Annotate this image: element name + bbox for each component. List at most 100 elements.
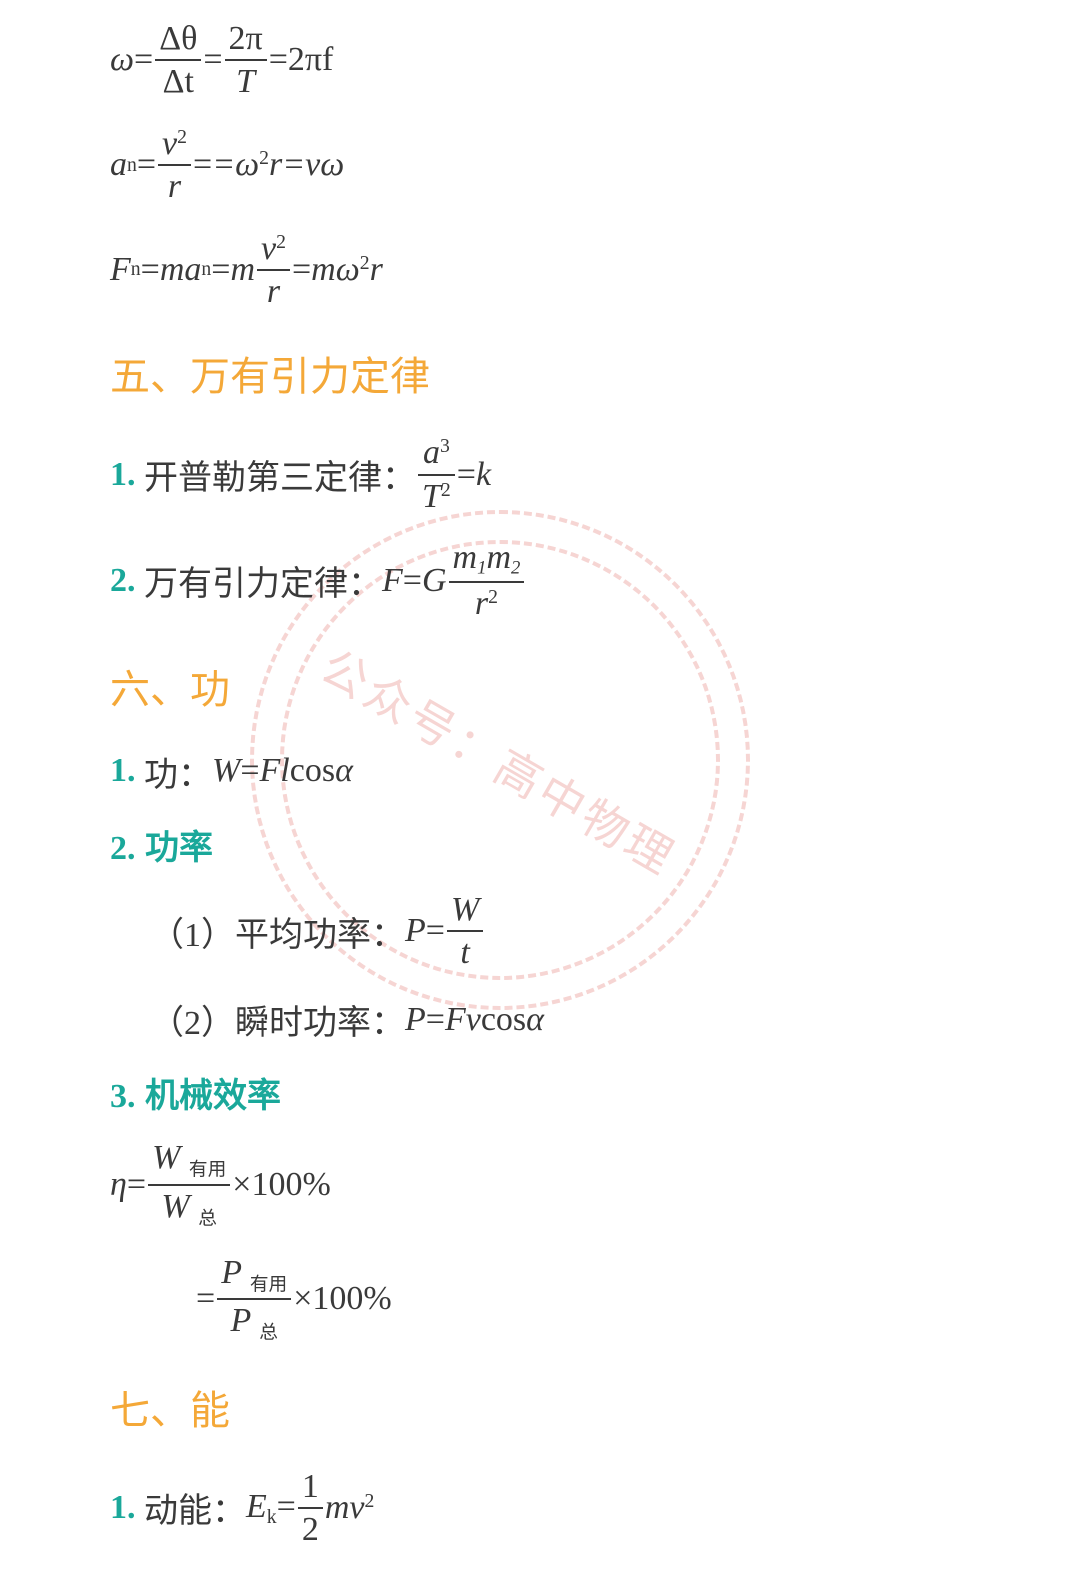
tail: =2πf bbox=[269, 41, 334, 79]
frac-num: v2 bbox=[257, 230, 290, 267]
frac-den: r bbox=[263, 273, 284, 310]
heading-section-6: 六、功 bbox=[110, 657, 970, 715]
frac-bar bbox=[217, 1298, 291, 1300]
frac-den: P 总 bbox=[227, 1302, 282, 1344]
list-number: 1. bbox=[110, 456, 136, 494]
sym-omega: ω bbox=[110, 41, 134, 79]
rhs: ×100% bbox=[232, 1166, 331, 1204]
paren-label: （2）瞬时功率： bbox=[150, 995, 405, 1044]
heading-section-7: 七、能 bbox=[110, 1378, 970, 1436]
frac-Wuse-Wtotal: W 有用 W 总 bbox=[148, 1139, 230, 1229]
sup-2: 2 bbox=[441, 479, 451, 501]
frac-num: v2 bbox=[158, 125, 191, 162]
frac-bar bbox=[418, 474, 455, 476]
frac-den: t bbox=[456, 934, 473, 971]
frac-den: T bbox=[232, 63, 259, 100]
frac-den: r2 bbox=[471, 585, 502, 622]
lhs: = bbox=[196, 1280, 215, 1318]
s6-eta-1: η= W 有用 W 总 ×100% bbox=[110, 1139, 970, 1229]
frac-v2-r: v2 r bbox=[158, 125, 191, 206]
frac-bar bbox=[225, 59, 267, 61]
s5-item1: 1. 开普勒第三定律： a3 T2 =k bbox=[110, 434, 970, 515]
frac-Puse-Ptotal: P 有用 P 总 bbox=[217, 1254, 291, 1344]
frac-bar bbox=[155, 59, 201, 61]
eq-man: =ma bbox=[141, 251, 202, 289]
formula: P=Fvcosα bbox=[405, 1001, 544, 1039]
sup-2: 2 bbox=[177, 126, 187, 148]
formula-Fn: Fn =man =m v2 r =mω2r bbox=[110, 230, 970, 311]
frac-dtheta-dt: Δθ Δt bbox=[155, 20, 201, 101]
mid: ==ω2r=vω bbox=[193, 146, 344, 184]
frac-m1m2-r2: m1m2 r2 bbox=[449, 539, 525, 623]
sub-cn: 有用 bbox=[250, 1274, 287, 1295]
frac-bar bbox=[449, 581, 525, 583]
frac-v2-r: v2 r bbox=[257, 230, 290, 311]
sup-3: 3 bbox=[440, 436, 450, 458]
label: 功： bbox=[144, 747, 212, 796]
frac-den: 2 bbox=[298, 1511, 323, 1548]
rhs: =k bbox=[457, 456, 491, 494]
frac-den: T2 bbox=[418, 478, 455, 515]
sym-F: F bbox=[110, 251, 131, 289]
formula: W=Flcosα bbox=[212, 752, 353, 790]
frac-den: W 总 bbox=[157, 1188, 221, 1230]
sym-eq: = bbox=[203, 41, 222, 79]
frac-num: 1 bbox=[298, 1468, 323, 1505]
frac-bar bbox=[158, 164, 191, 166]
s6-item2-heading: 2. 功率 bbox=[110, 820, 970, 869]
frac-den: r bbox=[164, 168, 185, 205]
sym-eq: = bbox=[137, 146, 156, 184]
frac-a3-T2: a3 T2 bbox=[418, 434, 455, 515]
frac-num: W 有用 bbox=[148, 1139, 230, 1181]
sym-eq: = bbox=[134, 41, 153, 79]
pre: F=G bbox=[382, 562, 447, 600]
sub-n: n bbox=[127, 154, 137, 177]
sup-2: 2 bbox=[488, 586, 498, 608]
formula-omega: ω = Δθ Δt = 2π T =2πf bbox=[110, 20, 970, 101]
sub-n: n bbox=[201, 258, 211, 281]
sub-n: n bbox=[131, 258, 141, 281]
list-number: 2. bbox=[110, 562, 136, 600]
sub-cn: 有用 bbox=[189, 1160, 226, 1181]
lhs: P= bbox=[405, 912, 445, 950]
s6-item3-heading: 3. 机械效率 bbox=[110, 1068, 970, 1117]
sub-k: k bbox=[267, 1505, 277, 1527]
lhs: η= bbox=[110, 1166, 146, 1204]
eq-m: =m bbox=[211, 251, 255, 289]
list-number: 1. bbox=[110, 752, 136, 790]
frac-bar bbox=[148, 1184, 230, 1186]
frac-num: W bbox=[447, 891, 483, 928]
frac-bar bbox=[447, 930, 483, 932]
tail: =mω2r bbox=[292, 251, 383, 289]
sub-cn: 总 bbox=[259, 1322, 278, 1343]
list-number: 3. bbox=[110, 1078, 136, 1115]
sup-2: 2 bbox=[276, 231, 286, 253]
sup-2: 2 bbox=[259, 147, 269, 169]
frac-bar bbox=[257, 269, 290, 271]
list-number: 2. bbox=[110, 830, 136, 867]
label: 万有引力定律： bbox=[144, 556, 382, 605]
sub-cn: 总 bbox=[198, 1208, 217, 1229]
frac-num: m1m2 bbox=[449, 539, 525, 579]
s5-item2: 2. 万有引力定律： F=G m1m2 r2 bbox=[110, 539, 970, 623]
sup-2: 2 bbox=[360, 252, 370, 274]
s6-item1: 1. 功： W=Flcosα bbox=[110, 747, 970, 796]
formula-an: an = v2 r ==ω2r=vω bbox=[110, 125, 970, 206]
frac-num: Δθ bbox=[155, 20, 201, 57]
frac-num: P 有用 bbox=[217, 1254, 291, 1296]
sup-2: 2 bbox=[364, 1490, 374, 1512]
s6-item2-1: （1）平均功率： P= W t bbox=[150, 891, 970, 972]
frac-den: Δt bbox=[159, 63, 198, 100]
rhs: ×100% bbox=[293, 1280, 392, 1318]
label: 开普勒第三定律： bbox=[144, 450, 416, 499]
frac-2pi-T: 2π T bbox=[225, 20, 267, 101]
frac-num: 2π bbox=[225, 20, 267, 57]
frac-W-t: W t bbox=[447, 891, 483, 972]
frac-num: a3 bbox=[419, 434, 454, 471]
s6-eta-2: = P 有用 P 总 ×100% bbox=[196, 1254, 970, 1344]
page-content: ω = Δθ Δt = 2π T =2πf an = v2 r ==ω2r=vω… bbox=[110, 20, 970, 1572]
heading-section-5: 五、万有引力定律 bbox=[110, 344, 970, 402]
s6-item2-2: （2）瞬时功率： P=Fvcosα bbox=[150, 995, 970, 1044]
paren-label: （1）平均功率： bbox=[150, 907, 405, 956]
sym-a: a bbox=[110, 146, 127, 184]
